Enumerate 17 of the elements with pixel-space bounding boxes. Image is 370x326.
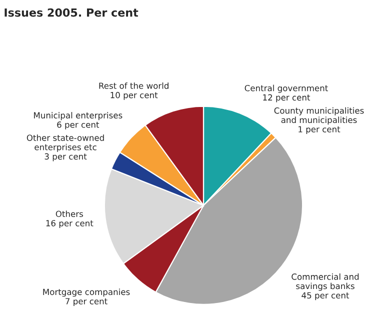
slice-label: Municipal enterprises (34, 112, 122, 120)
slice-label: Other state-owned enterprises etc (26, 134, 104, 152)
data-label: 12 per cent (263, 94, 310, 102)
slice-label: Mortgage companies (43, 288, 130, 297)
data-label: 10 per cent (110, 92, 158, 100)
data-label: 1 per cent (298, 126, 340, 134)
slice-label: Commercial and savings banks (292, 273, 359, 291)
slice-label: County municipalities and municipalities (274, 107, 364, 125)
data-label: 6 per cent (57, 122, 100, 130)
data-label: 7 per cent (66, 298, 108, 306)
slice-label: Others (56, 210, 83, 218)
chart-title: Issues 2005. Per cent (4, 8, 138, 17)
data-label: 16 per cent (46, 220, 94, 228)
slice-label: Central government (244, 84, 328, 93)
slice-label: Rest of the world (99, 82, 168, 89)
data-label: 3 per cent (44, 153, 87, 162)
data-label: 45 per cent (302, 292, 350, 300)
